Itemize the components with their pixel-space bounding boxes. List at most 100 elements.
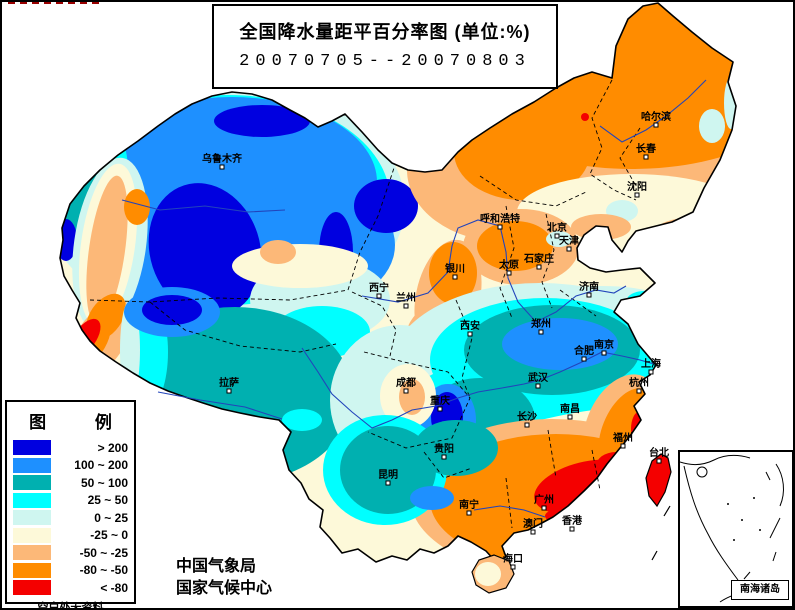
city-marker-icon	[530, 529, 536, 535]
city-marker-icon	[437, 406, 443, 412]
city-marker-icon	[506, 270, 512, 276]
city-label: 西安	[460, 319, 480, 332]
legend-row: 0 ~ 25	[7, 509, 134, 527]
city-marker-icon	[541, 505, 547, 511]
city-marker-icon	[620, 443, 626, 449]
city-marker-icon	[643, 154, 649, 160]
legend-label: 25 ~ 50	[87, 493, 128, 508]
city-marker-icon	[634, 192, 640, 198]
legend-swatch-b25	[13, 492, 51, 508]
cropped-red-text-fragment	[8, 0, 104, 4]
city-marker-icon	[586, 292, 592, 298]
city-label: 广州	[534, 493, 554, 506]
city-label: 重庆	[430, 394, 450, 407]
legend-label: < -80	[100, 580, 128, 595]
city-label: 乌鲁木齐	[202, 152, 243, 165]
legend-rows: > 200 100 ~ 200 50 ~ 100 25 ~ 50 0 ~ 25 -25 ~…	[7, 439, 134, 597]
city-marker-icon	[566, 246, 572, 252]
legend-label: > 200	[97, 440, 128, 455]
agency-line2: 国家气候中心	[176, 580, 273, 597]
city-marker-icon	[441, 454, 447, 460]
city-label: 呼和浩特	[480, 212, 520, 225]
legend-swatch-b50	[13, 475, 51, 491]
city-label: 南京	[594, 338, 614, 351]
legend-swatch-lt80	[13, 580, 51, 596]
city-label: 武汉	[528, 371, 549, 384]
city-label: 银川	[445, 262, 465, 275]
legend-swatch-m25	[13, 527, 51, 543]
inset-label: 南海诸岛	[731, 580, 789, 600]
legend-label: -25 ~ 0	[90, 528, 128, 543]
city-label: 杭州	[629, 376, 649, 389]
legend-swatch-m80	[13, 562, 51, 578]
city-marker-icon	[656, 458, 662, 464]
city-label: 海口	[503, 552, 523, 565]
map-title: 全国降水量距平百分率图 (单位:%)	[239, 22, 531, 42]
legend-row: -80 ~ -50	[7, 562, 134, 580]
city-label: 合肥	[573, 344, 594, 357]
city-label: 昆明	[378, 469, 398, 481]
city-label: 拉萨	[219, 376, 239, 389]
city-label: 贵阳	[434, 442, 454, 455]
legend-label: 0 ~ 25	[94, 510, 128, 525]
city-marker-icon	[510, 564, 516, 570]
pearl-river	[473, 505, 546, 518]
city-marker-icon	[538, 329, 544, 335]
legend-row: -50 ~ -25	[7, 544, 134, 562]
legend-swatch-m50	[13, 545, 51, 561]
south-china-sea-inset: 南海诸岛	[678, 450, 794, 608]
legend-swatch-gt200	[13, 440, 51, 456]
city-label: 哈尔滨	[641, 110, 671, 123]
city-marker-icon	[653, 122, 659, 128]
agency-line1: 中国气象局	[176, 558, 257, 575]
legend-row: < -80	[7, 579, 134, 597]
city-label: 南宁	[459, 498, 479, 511]
city-marker-icon	[581, 356, 587, 362]
city-marker-icon	[467, 331, 473, 337]
city-label: 福州	[612, 431, 633, 444]
city-label: 济南	[579, 280, 599, 293]
agency-footer: 中国气象局 国家气候中心	[176, 556, 272, 600]
legend-row: -25 ~ 0	[7, 527, 134, 545]
city-label: 北京	[547, 221, 567, 234]
legend-label: -80 ~ -50	[79, 563, 128, 578]
city-marker-icon	[452, 274, 458, 280]
date-range: 20070705--20070803	[239, 52, 531, 71]
city-label: 西宁	[369, 281, 389, 294]
legend-box: 图 例 > 200 100 ~ 200 50 ~ 100 25 ~ 50 0 ~ 25 -…	[5, 400, 136, 610]
city-label: 郑州	[531, 317, 551, 330]
yarlung-river	[157, 391, 283, 420]
legend-title: 图 例	[29, 413, 134, 432]
city-label: 上海	[641, 357, 661, 370]
china-boundary-line	[59, 2, 737, 563]
legend-label: 50 ~ 100	[80, 475, 128, 490]
city-marker-icon	[403, 303, 409, 309]
no-data-note: 空白处无资料	[37, 601, 104, 610]
legend-row: 100 ~ 200	[7, 457, 134, 475]
city-label: 长春	[636, 142, 656, 155]
city-label: 石家庄	[523, 252, 554, 265]
city-marker-icon	[536, 264, 542, 270]
legend-row: 50 ~ 100	[7, 474, 134, 492]
city-marker-icon	[601, 350, 607, 356]
city-label: 长沙	[517, 410, 537, 423]
legend-label: 100 ~ 200	[74, 458, 128, 473]
city-marker-icon	[636, 388, 642, 394]
city-marker-icon	[648, 369, 654, 375]
city-label: 南昌	[560, 402, 580, 415]
city-label: 澳门	[523, 517, 543, 530]
yellow-river	[361, 219, 627, 323]
city-marker-icon	[554, 233, 560, 239]
legend-swatch-b100	[13, 457, 51, 473]
legend-row: > 200	[7, 439, 134, 457]
city-label: 太原	[498, 258, 519, 271]
city-marker-icon	[385, 480, 391, 486]
city-marker-icon	[497, 224, 503, 230]
city-marker-icon	[226, 388, 232, 394]
title-box: 全国降水量距平百分率图 (单位:%) 20070705--20070803	[212, 4, 558, 89]
city-label: 台北	[649, 446, 669, 459]
city-label: 兰州	[396, 291, 416, 304]
city-label: 香港	[562, 514, 583, 527]
